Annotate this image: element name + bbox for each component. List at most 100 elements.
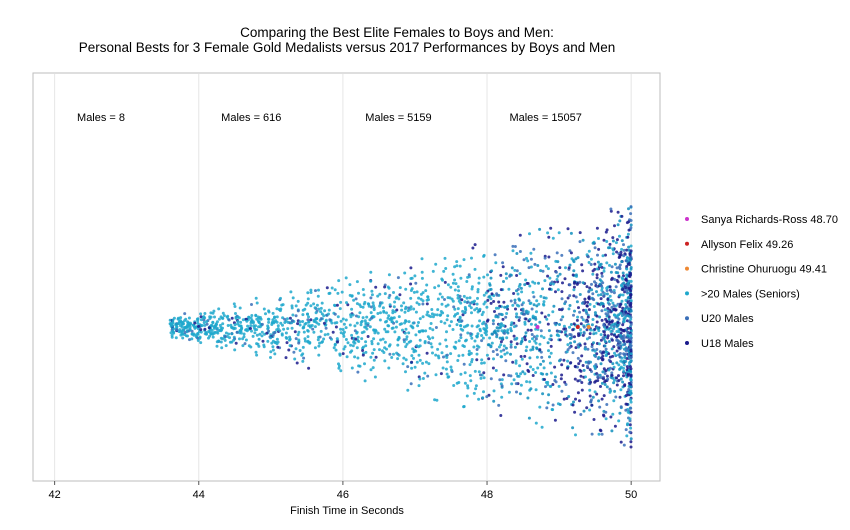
male-performance-point [467,353,471,357]
male-performance-point [543,378,546,381]
male-performance-point [572,288,576,292]
male-performance-point [285,341,289,345]
male-performance-point [296,333,300,337]
male-performance-point [629,212,633,216]
male-performance-point [607,340,611,343]
male-performance-point [602,367,606,371]
male-performance-point [353,341,357,345]
male-performance-point [499,349,503,353]
male-performance-point [492,389,496,393]
male-performance-point [629,367,633,371]
male-performance-point [518,272,522,276]
male-performance-point [292,350,296,354]
male-performance-point [363,362,366,366]
male-performance-point [512,292,516,295]
male-performance-point [568,304,572,307]
male-performance-point [414,310,418,314]
male-performance-point [596,293,600,297]
male-performance-point [505,312,509,315]
male-performance-point [349,350,352,354]
male-performance-point [219,340,223,344]
male-performance-point [553,379,557,382]
male-performance-point [515,315,519,319]
male-performance-point [421,315,425,319]
male-performance-point [605,403,609,406]
male-performance-point [255,353,259,357]
male-performance-point [605,261,609,265]
male-performance-point [603,383,607,386]
male-performance-point [457,320,461,323]
male-performance-point [611,301,615,305]
male-performance-point [612,333,616,337]
male-performance-point [526,328,530,332]
male-performance-point [293,357,297,361]
male-performance-point [456,296,460,300]
male-performance-point [474,384,478,388]
male-performance-point [576,379,580,383]
male-performance-point [473,243,477,247]
male-performance-point [476,332,480,336]
male-performance-point [530,307,534,311]
male-performance-point [601,254,605,258]
male-performance-point [605,385,609,389]
male-performance-point [364,344,368,348]
male-performance-point [610,371,614,375]
male-performance-point [322,321,326,325]
male-performance-point [301,320,305,323]
male-performance-point [581,281,585,285]
male-performance-point [425,283,429,287]
male-performance-point [255,317,259,321]
male-performance-point [239,320,243,324]
male-performance-point [302,356,306,360]
male-performance-point [317,344,321,348]
male-performance-point [433,398,437,402]
male-performance-point [494,315,498,319]
male-performance-point [482,254,486,258]
male-performance-point [533,315,537,319]
male-performance-point [424,329,428,333]
male-performance-point [617,419,621,423]
male-performance-point [497,403,501,407]
male-performance-point [607,322,611,326]
male-performance-point [241,344,245,348]
male-performance-point [261,339,265,343]
male-performance-point [456,359,460,362]
male-performance-point [582,409,586,413]
male-performance-point [503,329,506,333]
male-performance-point [394,296,398,300]
male-performance-point [519,383,523,387]
male-performance-point [618,253,622,257]
male-performance-point [548,287,551,291]
male-performance-point [176,316,180,320]
male-performance-point [418,344,422,348]
male-performance-point [626,235,630,239]
count-annotations: Males = 8 Males = 616 Males = 5159 Males = … [77,112,582,124]
male-performance-point [555,278,559,281]
male-performance-point [279,321,283,325]
male-performance-point [547,393,551,397]
legend-marker [685,266,689,271]
legend-label: U18 Males [701,338,754,350]
male-performance-point [612,345,616,349]
male-performance-point [539,329,543,333]
male-performance-point [431,269,435,273]
male-performance-point [569,231,573,235]
male-performance-point [199,312,203,316]
male-performance-point [514,359,518,363]
male-performance-point [391,326,395,330]
male-performance-point [568,283,572,287]
male-performance-point [307,366,311,370]
male-performance-point [269,356,272,359]
tick-label-42: 42 [48,489,60,501]
male-performance-point [581,318,585,322]
male-performance-point [415,290,419,294]
male-performance-point [546,274,550,278]
male-performance-point [426,295,430,299]
male-performance-point [500,329,504,333]
male-performance-point [548,361,552,365]
male-performance-point [503,305,507,309]
male-performance-point [624,408,628,412]
male-performance-point [541,287,544,291]
male-performance-point [397,353,401,357]
male-performance-point [322,337,326,341]
